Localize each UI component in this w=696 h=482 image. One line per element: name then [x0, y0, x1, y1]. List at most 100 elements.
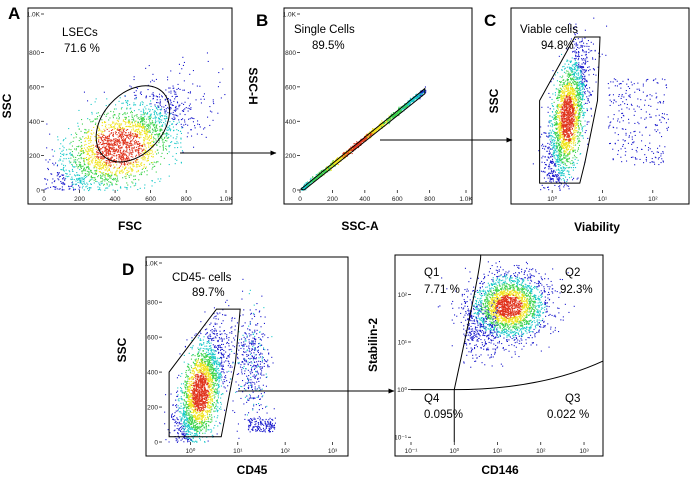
event-dot-a [74, 161, 76, 163]
event-dot-a [128, 116, 130, 118]
event-dot-c [568, 185, 570, 187]
event-dot-b [326, 168, 328, 170]
event-dot-c [556, 176, 558, 178]
event-dot-c [555, 151, 557, 153]
event-dot-a [168, 129, 170, 131]
event-dot-a [141, 145, 143, 147]
event-dot-a [145, 133, 147, 135]
event-dot-a [62, 181, 64, 183]
event-dot-a [167, 127, 169, 129]
event-dot-a [175, 114, 177, 116]
event-dot-b [372, 131, 374, 133]
event-dot-a [103, 146, 105, 148]
event-dot-b [385, 122, 387, 124]
event-dot-a [128, 154, 130, 156]
event-dot-a [50, 186, 52, 188]
event-dot-b [348, 152, 350, 154]
event-dot-a [88, 167, 90, 169]
event-dot-c [552, 129, 554, 131]
event-dot-a [165, 110, 167, 112]
event-dot-a [204, 127, 206, 129]
event-dot-a [132, 161, 134, 163]
event-dot-a [147, 151, 149, 153]
event-dot-a [122, 158, 124, 160]
event-dot-a [143, 132, 145, 134]
event-dot-c [551, 170, 553, 172]
event-dot-a [79, 180, 81, 182]
event-dot-c [572, 105, 574, 107]
event-dot-a [119, 151, 121, 153]
event-dot-c [559, 187, 561, 189]
event-dot-c [555, 117, 557, 119]
event-dot-a [130, 156, 132, 158]
event-dot-a [171, 123, 173, 125]
event-dot-b [400, 110, 402, 112]
event-dot-a [145, 121, 147, 123]
event-dot-a [65, 169, 67, 171]
event-dot-a [76, 178, 78, 180]
event-dot-b [371, 133, 373, 135]
event-dot-a [101, 178, 103, 180]
event-dot-a [140, 93, 142, 95]
event-dot-a [158, 118, 160, 120]
event-dot-c [544, 187, 546, 189]
event-dot-c [557, 136, 559, 138]
event-dot-a [108, 136, 110, 138]
event-dot-a [193, 146, 195, 148]
event-dot-c [585, 61, 587, 63]
event-dot-c [546, 135, 548, 137]
event-dot-a [88, 180, 90, 182]
event-dot-b [330, 165, 332, 167]
event-dot-b [312, 180, 314, 182]
event-dot-a [143, 166, 145, 168]
event-dot-b [315, 178, 317, 180]
event-dot-b [394, 113, 396, 115]
event-dot-a [114, 173, 116, 175]
event-dot-a [52, 178, 54, 180]
event-dot-a [175, 153, 177, 155]
event-dot-c [563, 112, 565, 114]
event-dot-a [114, 124, 116, 126]
event-dot-a [151, 144, 153, 146]
event-dot-b [358, 144, 360, 146]
event-dot-a [209, 124, 211, 126]
event-dot-b [396, 111, 398, 113]
event-dot-a [157, 120, 159, 122]
event-dot-b [350, 150, 352, 152]
event-dot-a [125, 132, 127, 134]
event-dot-a [152, 122, 154, 124]
event-dot-a [185, 107, 187, 109]
event-dot-a [138, 125, 140, 127]
event-dot-c [576, 32, 578, 34]
event-dot-c [570, 111, 572, 113]
event-dot-a [124, 176, 126, 178]
event-dot-a [124, 141, 126, 143]
event-dot-a [118, 150, 120, 152]
event-dot-a [166, 134, 168, 136]
event-dot-c [560, 101, 562, 103]
event-dot-c [593, 68, 595, 70]
event-dot-b [334, 162, 336, 164]
event-dot-a [58, 176, 60, 178]
event-dot-c [578, 54, 580, 56]
event-dot-b [420, 94, 422, 96]
event-dot-a [156, 113, 158, 115]
event-dot-a [106, 178, 108, 180]
event-dot-a [124, 164, 126, 166]
event-dot-a [105, 137, 107, 139]
event-dot-b [301, 189, 303, 191]
event-dot-a [109, 181, 111, 183]
event-dot-a [132, 182, 134, 184]
event-dot-a [68, 160, 70, 162]
event-dot-b [421, 92, 423, 94]
event-dot-c [560, 111, 562, 113]
event-dot-a [138, 117, 140, 119]
event-dot-c [580, 153, 582, 155]
event-dot-a [94, 162, 96, 164]
event-dot-a [87, 100, 89, 102]
event-dot-a [45, 183, 47, 185]
event-dot-a [131, 154, 133, 156]
event-dot-a [86, 159, 88, 161]
event-dot-c [549, 122, 551, 124]
